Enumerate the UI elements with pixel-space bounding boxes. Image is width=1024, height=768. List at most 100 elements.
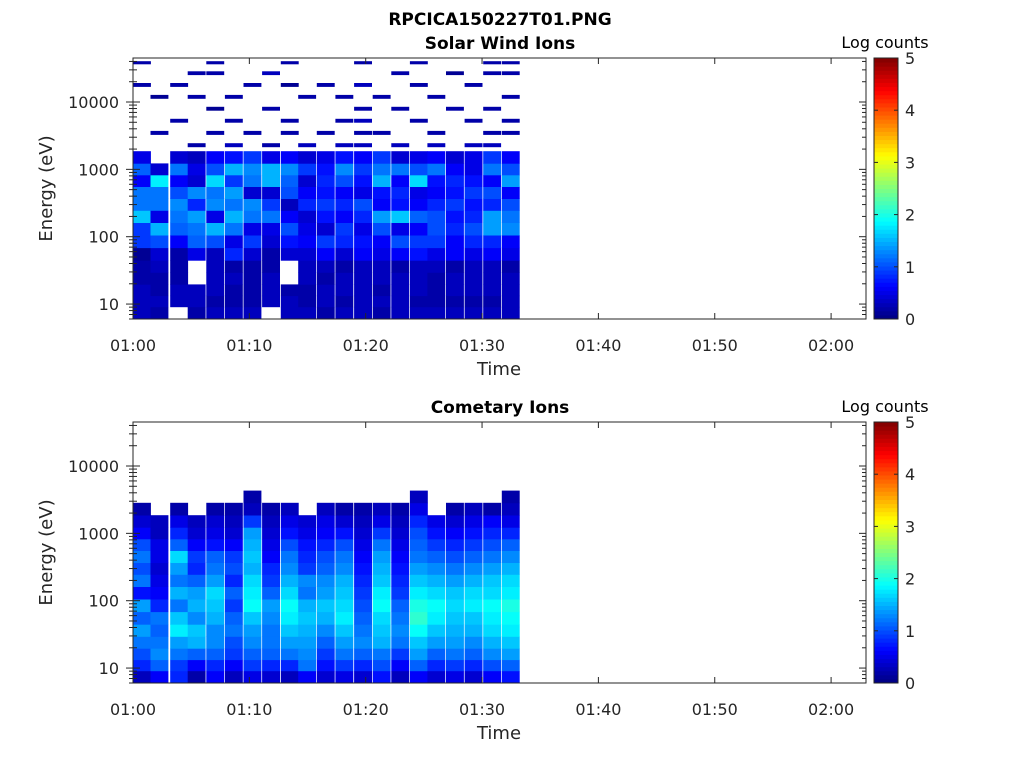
heatmap-cell <box>150 670 169 684</box>
heatmap-cell <box>372 502 391 516</box>
colorbar-segment <box>874 434 898 439</box>
heatmap-cell <box>391 143 410 148</box>
heatmap-cell <box>206 210 225 223</box>
colorbar-segment <box>874 106 898 112</box>
heatmap-cell <box>409 611 428 625</box>
heatmap-cell <box>298 175 317 187</box>
colorbar-segment <box>874 479 898 484</box>
heatmap-cell <box>354 599 372 613</box>
heatmap-cell <box>446 502 464 516</box>
heatmap-cell <box>464 260 483 273</box>
heatmap-cell <box>427 574 446 587</box>
colorbar-segment <box>874 548 898 553</box>
heatmap-cell <box>170 574 189 587</box>
colorbar-segment <box>874 511 898 517</box>
heatmap-cell <box>133 550 151 563</box>
colorbar-segment <box>874 115 898 120</box>
heatmap-cell <box>409 118 428 123</box>
heatmap-cell <box>170 599 189 613</box>
x-tick-label: 01:10 <box>226 700 272 719</box>
heatmap-cell <box>224 222 243 236</box>
x-tick-label: 02:00 <box>808 336 854 355</box>
heatmap-cell <box>206 648 225 661</box>
colorbar-segment <box>874 249 898 255</box>
heatmap-cell <box>483 175 502 187</box>
heatmap-cell <box>224 306 243 320</box>
heatmap-cell <box>501 515 520 528</box>
heatmap-cell <box>483 574 502 587</box>
colorbar-segment <box>874 621 898 627</box>
heatmap-cell <box>501 670 520 684</box>
colorbar-segment <box>874 605 898 611</box>
heatmap-cell <box>187 247 206 261</box>
x-axis-label: Time <box>476 359 521 380</box>
colorbar-segment <box>874 221 898 226</box>
heatmap-cell <box>224 502 243 516</box>
heatmap-cell <box>372 586 391 600</box>
heatmap-cell <box>150 284 169 297</box>
heatmap-cell <box>409 636 428 649</box>
heatmap-cell <box>409 670 428 684</box>
colorbar-segment <box>874 450 898 456</box>
heatmap-cell <box>446 670 464 684</box>
heatmap-cell <box>316 210 335 223</box>
heatmap-cell <box>446 306 464 320</box>
heatmap-cell <box>391 306 410 320</box>
heatmap-cell <box>501 624 520 637</box>
heatmap-cell <box>243 235 262 249</box>
axes-frame <box>132 421 867 684</box>
heatmap-cell <box>243 198 262 211</box>
heatmap-cell <box>316 574 335 587</box>
heatmap-cell <box>170 186 189 199</box>
heatmap-cell <box>409 659 428 672</box>
heatmap-cell <box>501 611 520 625</box>
colorbar-segment <box>874 430 898 435</box>
heatmap-cell <box>372 624 391 637</box>
heatmap-cell <box>170 624 189 637</box>
heatmap-cell <box>224 586 243 600</box>
heatmap-cell <box>280 527 299 540</box>
heatmap-cell <box>446 586 464 600</box>
heatmap-cell <box>262 295 280 308</box>
heatmap-cell <box>446 295 464 308</box>
heatmap-cell <box>170 272 189 285</box>
x-tick-label: 01:30 <box>459 700 505 719</box>
heatmap-cell <box>427 295 446 308</box>
heatmap-cell <box>243 186 262 199</box>
heatmap-cell <box>501 272 520 285</box>
heatmap-cell <box>409 235 428 249</box>
y-tick-label: 100 <box>88 592 119 611</box>
colorbar-segment <box>874 274 898 279</box>
heatmap-cell <box>243 260 262 273</box>
colorbar-segment <box>874 576 898 582</box>
heatmap-cell <box>464 306 483 320</box>
heatmap-cell <box>206 502 225 516</box>
heatmap-cell <box>280 599 299 613</box>
heatmap-cell <box>187 586 206 600</box>
heatmap-cell <box>224 599 243 613</box>
heatmap-cell <box>262 574 280 587</box>
colorbar-segment <box>874 552 898 558</box>
heatmap-cell <box>170 83 189 87</box>
heatmap-cell <box>427 235 446 249</box>
heatmap-cell <box>316 502 335 516</box>
heatmap-cell <box>372 284 391 297</box>
heatmap-cell <box>206 222 225 236</box>
heatmap-cell <box>170 562 189 575</box>
heatmap-cell <box>170 247 189 261</box>
heatmap-cell <box>150 527 169 540</box>
heatmap-cell <box>483 260 502 273</box>
heatmap-cell <box>335 198 354 211</box>
colorbar-segment <box>874 638 898 643</box>
heatmap-cell <box>501 247 520 261</box>
colorbar-segment <box>874 458 898 464</box>
heatmap-cell <box>206 272 225 285</box>
heatmap-cell <box>354 61 372 65</box>
heatmap-cell <box>483 186 502 199</box>
heatmap-cell <box>243 586 262 600</box>
heatmap-cell <box>243 659 262 672</box>
heatmap-cell <box>464 624 483 637</box>
heatmap-cell <box>316 175 335 187</box>
colorbar-segment <box>874 438 898 443</box>
